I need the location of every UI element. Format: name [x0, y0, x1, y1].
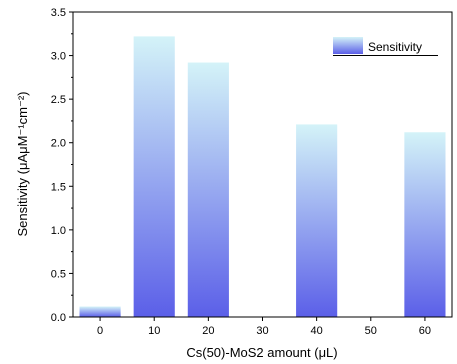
plot-frame: [72, 11, 453, 318]
legend-label: Sensitivity: [368, 40, 422, 54]
x-tick-label: 20: [202, 325, 214, 337]
bar-20: [187, 62, 229, 317]
legend-swatch: [333, 37, 363, 54]
y-tick-label: 1.0: [51, 225, 66, 237]
y-tick-label: 3.5: [51, 7, 66, 19]
legend: Sensitivity: [333, 37, 438, 56]
y-tick-label: 2.0: [51, 138, 66, 150]
bar-10: [133, 36, 175, 318]
y-tick-label: 3.0: [51, 51, 66, 63]
x-tick-label: 40: [311, 325, 323, 337]
y-axis: 0.0 0.5 1.0 1.5 2.0 2.5 3.0 3.5: [51, 7, 73, 324]
x-axis: 0 10 20 30 40 50 60: [97, 317, 431, 337]
y-tick-label: 0.0: [51, 312, 66, 324]
x-tick-label: 0: [97, 325, 103, 337]
x-tick-label: 50: [365, 325, 377, 337]
y-axis-title: Sensitivity (μAμM⁻¹cm⁻²): [15, 92, 30, 237]
x-tick-label: 60: [419, 325, 431, 337]
bar-40: [296, 124, 338, 317]
x-axis-title: Cs(50)-MoS2 amount (μL): [186, 345, 337, 360]
x-tick-label: 10: [148, 325, 160, 337]
bar-60: [404, 132, 446, 317]
y-tick-label: 0.5: [51, 268, 66, 280]
y-tick-label: 2.5: [51, 94, 66, 106]
y-tick-label: 1.5: [51, 181, 66, 193]
x-tick-label: 30: [256, 325, 268, 337]
bar-0: [79, 306, 121, 317]
bars-group: [79, 36, 446, 318]
